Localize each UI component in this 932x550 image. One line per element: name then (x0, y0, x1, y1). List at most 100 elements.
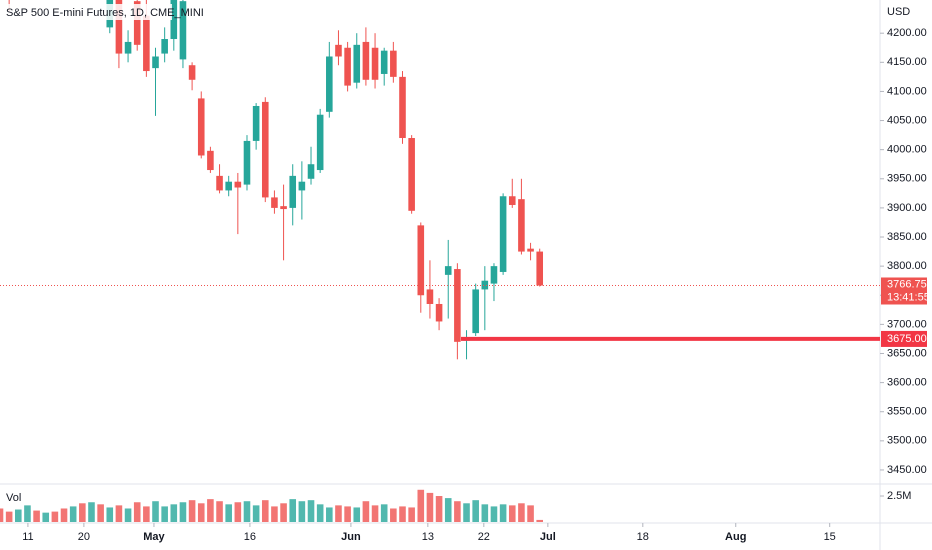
candle-body (307, 164, 315, 179)
candle-body (362, 41, 370, 80)
volume-bar (408, 507, 415, 522)
volume-bar (261, 500, 269, 522)
last-price-box (881, 277, 927, 305)
volume-bar (179, 502, 187, 522)
candle-body (335, 44, 342, 57)
volume-bar (417, 489, 425, 522)
candle-body (271, 197, 278, 208)
volume-bar (24, 505, 31, 522)
title-bg (0, 4, 172, 20)
y-tick-label: 3650.00 (887, 347, 927, 359)
candles (8, 0, 544, 360)
candle-body (280, 206, 287, 210)
candle-body (490, 266, 498, 284)
price-line-label: 3675.00 (887, 333, 927, 345)
volume-bar (280, 503, 287, 522)
volume-bar (298, 501, 306, 522)
volume-bar (51, 511, 59, 522)
volume-bar (454, 501, 461, 522)
y-tick-label: 3800.00 (887, 260, 927, 272)
price-line-box (881, 330, 927, 347)
candle-body (161, 39, 168, 54)
candle-body (499, 196, 507, 272)
volume-bar (472, 500, 479, 522)
volume-bar (463, 503, 470, 522)
candle-body (225, 181, 232, 191)
x-tick-label: Jun (341, 531, 361, 543)
y-tick-label: 3900.00 (887, 202, 927, 214)
candle-body (380, 50, 388, 74)
candle-body (454, 269, 461, 342)
candle-body (216, 175, 223, 191)
volume-bar (33, 510, 40, 522)
candle-body (133, 1, 141, 45)
candle-body (152, 56, 159, 69)
candle-body (298, 181, 306, 191)
volume-bar (499, 504, 507, 522)
volume-bar (0, 508, 4, 522)
volume-bar (307, 500, 315, 522)
candle-body (508, 196, 516, 205)
volume-bar (344, 506, 351, 522)
volume-bar (326, 507, 333, 522)
candle-body (115, 0, 123, 54)
candle-body (399, 76, 406, 139)
volume-bar (188, 500, 196, 522)
candle-body (408, 138, 415, 211)
y-tick-label: 4200.00 (887, 27, 927, 39)
volume-bar (536, 519, 544, 522)
volume-bar (60, 508, 68, 522)
volume-bar (234, 502, 242, 522)
volume-bar (133, 502, 141, 522)
volume-bar (197, 503, 205, 522)
volume-bar (69, 506, 77, 522)
volume-tick-label: 2.5M (887, 490, 911, 502)
x-tick-label: Aug (725, 531, 746, 543)
candle-body (170, 0, 178, 40)
candle-body (417, 225, 425, 296)
x-tick-label: 20 (78, 531, 90, 543)
y-tick-label: 4000.00 (887, 144, 927, 156)
candle-body (536, 251, 544, 286)
candle-body (326, 56, 333, 112)
candle-body (143, 15, 150, 72)
currency: USD (887, 6, 910, 18)
y-tick-label: 3700.00 (887, 318, 927, 330)
y-tick-label: 3600.00 (887, 377, 927, 389)
volume-bar (152, 501, 159, 522)
volume-bar (426, 492, 434, 522)
candle-body (179, 1, 187, 60)
volume-bar (252, 505, 260, 522)
volume-bar (115, 505, 123, 522)
volume-bars (0, 489, 544, 522)
x-tick-label: Jul (540, 531, 556, 543)
candle-body (472, 289, 479, 334)
candle-body (481, 280, 489, 290)
volume-bar (225, 504, 232, 522)
candle-body (261, 101, 269, 198)
volume-bar (353, 507, 361, 522)
y-tick-label: 3500.00 (887, 435, 927, 447)
candle-body (426, 289, 434, 304)
candle-body (197, 98, 205, 156)
candle-body (316, 114, 324, 171)
volume-bar (289, 499, 297, 522)
x-tick-label: 15 (824, 531, 836, 543)
y-tick-label: 3850.00 (887, 231, 927, 243)
last-price-label: 3766.75 (887, 278, 927, 290)
y-tick-label: 4050.00 (887, 114, 927, 126)
volume-bar (97, 504, 104, 522)
volume-bar (15, 509, 22, 522)
candle-body (353, 44, 361, 83)
candle-body (371, 47, 379, 80)
y-tick-label: 3550.00 (887, 406, 927, 418)
volume-bar (335, 505, 342, 522)
candle-body (234, 181, 242, 188)
volume-bar (5, 511, 13, 522)
volume-bar (106, 507, 114, 522)
x-tick-label: May (143, 531, 165, 543)
volume-bar (143, 506, 150, 522)
candle-body (124, 41, 132, 54)
